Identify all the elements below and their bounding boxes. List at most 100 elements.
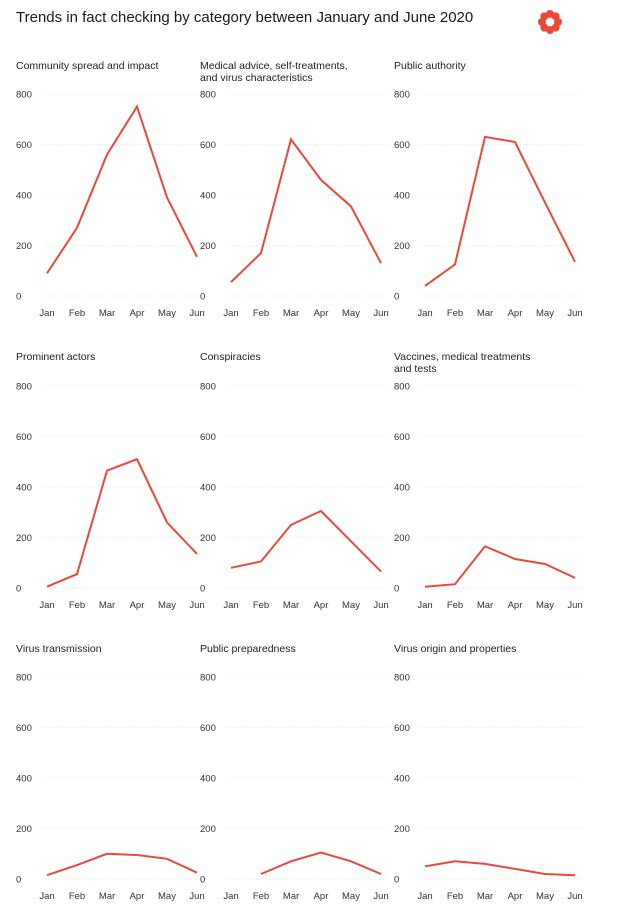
- y-tick-label: 0: [200, 584, 205, 595]
- x-tick-label: Apr: [314, 600, 329, 611]
- x-tick-label: Apr: [508, 308, 523, 319]
- y-tick-label: 600: [200, 432, 216, 443]
- panel-title: Virus transmission: [16, 643, 102, 655]
- x-tick-label: May: [158, 600, 176, 611]
- logo-petal: [551, 12, 560, 21]
- x-tick-label: Feb: [69, 600, 85, 611]
- y-tick-label: 200: [394, 533, 410, 544]
- series-line: [46, 104, 198, 274]
- chart-panel: Virus transmission 0 200 400 600 800 Jan Feb Mar…: [16, 643, 205, 902]
- chart-panel: Conspiracies 0 200 400 600 800 Jan Feb Mar Apr May…: [200, 351, 389, 611]
- x-tick-label: May: [342, 600, 360, 611]
- panel-title: Virus origin and properties: [394, 643, 516, 655]
- x-tick-label: May: [158, 891, 176, 902]
- x-tick-label: Feb: [447, 308, 463, 319]
- series-line: [424, 860, 576, 877]
- y-tick-label: 0: [16, 875, 21, 886]
- y-tick-label: 800: [394, 90, 410, 101]
- y-tick-label: 600: [394, 723, 410, 734]
- y-tick-label: 600: [394, 140, 410, 151]
- x-tick-label: Jan: [223, 891, 238, 902]
- series-line: [424, 135, 576, 287]
- x-tick-label: Jun: [373, 891, 388, 902]
- y-tick-label: 400: [16, 483, 32, 494]
- x-tick-label: Jun: [567, 308, 582, 319]
- y-tick-label: 0: [394, 584, 399, 595]
- series-line: [230, 509, 382, 573]
- x-tick-label: Jan: [223, 308, 238, 319]
- panel-title: Vaccines, medical treatments: [394, 351, 530, 363]
- y-tick-label: 600: [200, 723, 216, 734]
- y-tick-label: 200: [200, 824, 216, 835]
- y-tick-label: 200: [16, 824, 32, 835]
- x-tick-label: Apr: [314, 891, 329, 902]
- y-tick-label: 800: [16, 382, 32, 393]
- chart-panel: Virus origin and properties 0 200 400 600 800…: [394, 643, 583, 902]
- y-tick-label: 0: [16, 584, 21, 595]
- x-tick-label: Jun: [373, 308, 388, 319]
- chart-panel: Prominent actors 0 200 400 600 800 Jan Feb Mar Ap…: [16, 351, 205, 611]
- x-tick-label: Mar: [283, 891, 299, 902]
- x-tick-label: Mar: [477, 308, 493, 319]
- y-tick-label: 200: [16, 241, 32, 252]
- x-tick-label: Jun: [189, 891, 204, 902]
- x-tick-label: May: [536, 308, 554, 319]
- x-tick-label: Apr: [130, 891, 145, 902]
- x-tick-label: May: [342, 891, 360, 902]
- x-tick-label: Apr: [130, 600, 145, 611]
- x-tick-label: Mar: [477, 600, 493, 611]
- panel-title: Prominent actors: [16, 351, 95, 363]
- y-tick-label: 400: [394, 483, 410, 494]
- y-tick-label: 0: [16, 292, 21, 303]
- y-tick-label: 200: [200, 533, 216, 544]
- series-line: [424, 545, 576, 588]
- y-tick-label: 600: [16, 140, 32, 151]
- x-tick-label: Feb: [447, 600, 463, 611]
- y-tick-label: 600: [394, 432, 410, 443]
- chart-panel: Public authority 0 200 400 600 800 Jan Feb Mar Ap…: [394, 60, 583, 319]
- y-tick-label: 200: [16, 533, 32, 544]
- y-tick-label: 0: [200, 292, 205, 303]
- y-tick-label: 800: [200, 382, 216, 393]
- y-tick-label: 600: [200, 140, 216, 151]
- y-tick-label: 200: [200, 241, 216, 252]
- x-tick-label: Apr: [508, 600, 523, 611]
- chart-panel: Public preparedness 0 200 400 600 800 Jan Feb Ma…: [200, 643, 389, 902]
- y-tick-label: 200: [394, 241, 410, 252]
- x-tick-label: Jan: [417, 600, 432, 611]
- x-tick-label: Jun: [189, 308, 204, 319]
- y-tick-label: 400: [200, 483, 216, 494]
- series-line: [260, 851, 382, 875]
- series-line: [46, 852, 198, 877]
- x-tick-label: Jun: [567, 600, 582, 611]
- y-tick-label: 400: [16, 774, 32, 785]
- x-tick-label: Apr: [314, 308, 329, 319]
- x-tick-label: Mar: [283, 600, 299, 611]
- logo-center: [547, 19, 553, 25]
- x-tick-label: Jan: [223, 600, 238, 611]
- series-line: [46, 457, 198, 588]
- y-tick-label: 800: [394, 382, 410, 393]
- x-tick-label: Feb: [253, 891, 269, 902]
- x-tick-label: May: [342, 308, 360, 319]
- y-tick-label: 800: [394, 673, 410, 684]
- x-tick-label: Jan: [417, 308, 432, 319]
- x-tick-label: Mar: [99, 891, 115, 902]
- y-tick-label: 400: [16, 191, 32, 202]
- x-tick-label: Jan: [417, 891, 432, 902]
- x-tick-label: May: [158, 308, 176, 319]
- panel-title: Medical advice, self-treatments,: [200, 60, 348, 72]
- x-tick-label: Feb: [69, 308, 85, 319]
- red-asterisk-logo-icon: [538, 10, 562, 34]
- y-tick-label: 0: [200, 875, 205, 886]
- x-tick-label: Jun: [189, 600, 204, 611]
- y-tick-label: 400: [394, 191, 410, 202]
- x-tick-label: Mar: [283, 308, 299, 319]
- x-tick-label: Feb: [447, 891, 463, 902]
- x-tick-label: Feb: [253, 308, 269, 319]
- y-tick-label: 800: [200, 673, 216, 684]
- x-tick-label: Jun: [373, 600, 388, 611]
- x-tick-label: Apr: [508, 891, 523, 902]
